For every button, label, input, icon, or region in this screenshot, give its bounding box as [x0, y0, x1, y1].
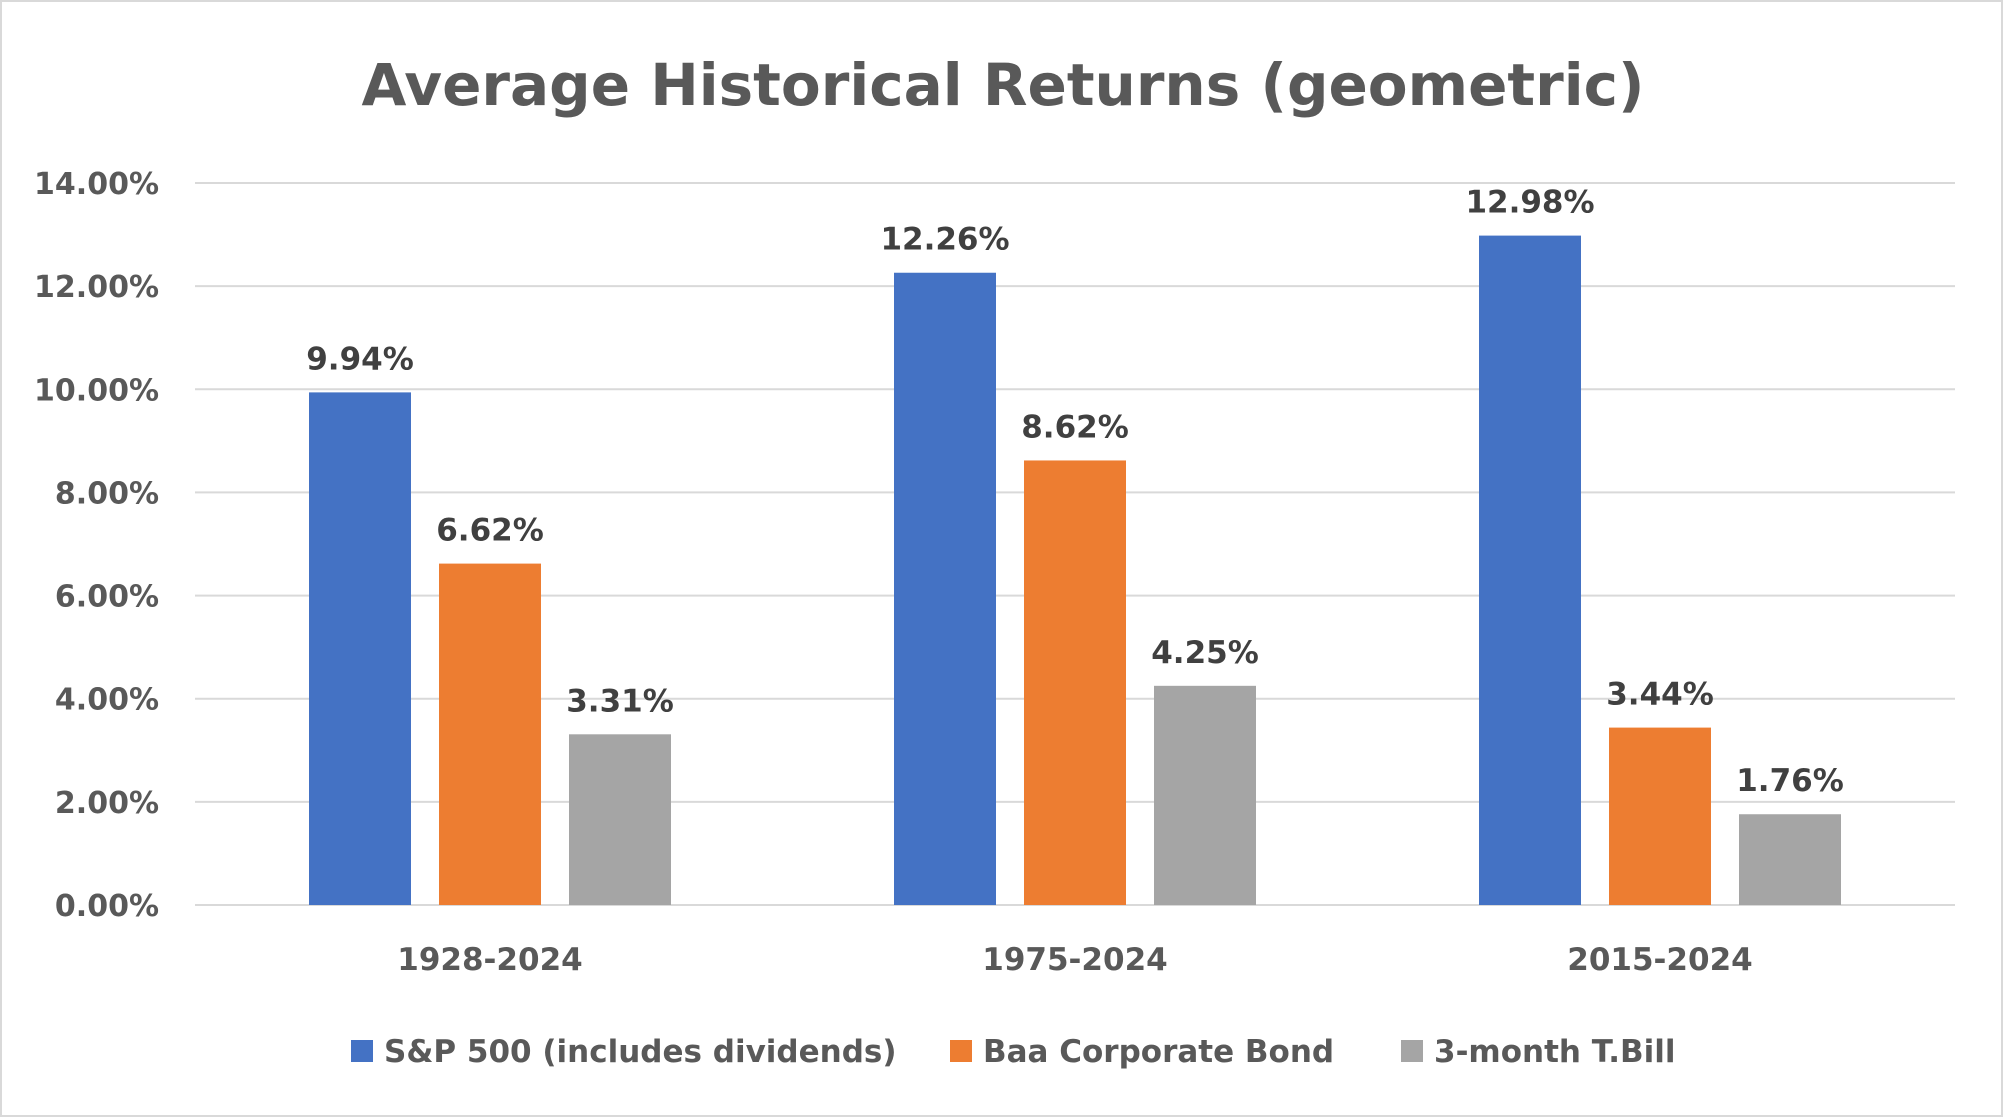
data-label: 8.62%: [1021, 409, 1129, 445]
data-label: 3.44%: [1606, 677, 1714, 713]
y-tick-label: 14.00%: [34, 167, 159, 202]
legend-swatch: [950, 1040, 972, 1062]
legend-swatch: [351, 1040, 373, 1062]
x-tick-label: 1928-2024: [397, 942, 582, 978]
y-axis-tick-labels: 0.00% 2.00% 4.00% 6.00% 8.00% 10.00% 12.00% 14.…: [34, 167, 159, 924]
data-label: 4.25%: [1151, 635, 1259, 671]
legend: S&P 500 (includes dividends) Baa Corporat…: [351, 1034, 1676, 1070]
legend-item: S&P 500 (includes dividends): [351, 1034, 897, 1070]
bar: [309, 392, 411, 905]
bar: [1024, 460, 1126, 905]
bar: [1479, 235, 1581, 906]
y-tick-label: 4.00%: [55, 683, 159, 718]
data-label: 9.94%: [306, 341, 414, 377]
legend-swatch: [1401, 1040, 1423, 1062]
legend-label: Baa Corporate Bond: [983, 1034, 1334, 1070]
bar: [1154, 685, 1256, 905]
x-axis-tick-labels: 1928-2024 1975-2024 2015-2024: [397, 942, 1752, 978]
data-label: 12.26%: [880, 222, 1009, 258]
bars: [309, 235, 1841, 906]
bar: [569, 734, 671, 905]
data-label: 12.98%: [1465, 185, 1594, 221]
data-label: 6.62%: [436, 513, 544, 549]
y-tick-label: 0.00%: [55, 889, 159, 924]
y-tick-label: 8.00%: [55, 476, 159, 511]
data-label: 1.76%: [1736, 763, 1844, 799]
data-label: 3.31%: [566, 683, 674, 719]
chart-title: Average Historical Returns (geometric): [361, 51, 1644, 119]
legend-item: 3-month T.Bill: [1401, 1034, 1676, 1070]
bar: [1609, 727, 1711, 905]
y-tick-label: 12.00%: [34, 270, 159, 305]
legend-label: S&P 500 (includes dividends): [384, 1034, 897, 1070]
bar: [894, 272, 996, 906]
y-tick-label: 10.00%: [34, 373, 159, 408]
bar: [1739, 814, 1841, 905]
bar: [439, 563, 541, 905]
legend-label: 3-month T.Bill: [1434, 1034, 1676, 1070]
x-tick-label: 2015-2024: [1567, 942, 1752, 978]
x-tick-label: 1975-2024: [982, 942, 1167, 978]
y-tick-label: 2.00%: [55, 786, 159, 821]
data-labels: 9.94% 6.62% 3.31% 12.26% 8.62% 4.25% 12.98% 3.4…: [306, 185, 1844, 800]
y-tick-label: 6.00%: [55, 580, 159, 615]
legend-item: Baa Corporate Bond: [950, 1034, 1334, 1070]
